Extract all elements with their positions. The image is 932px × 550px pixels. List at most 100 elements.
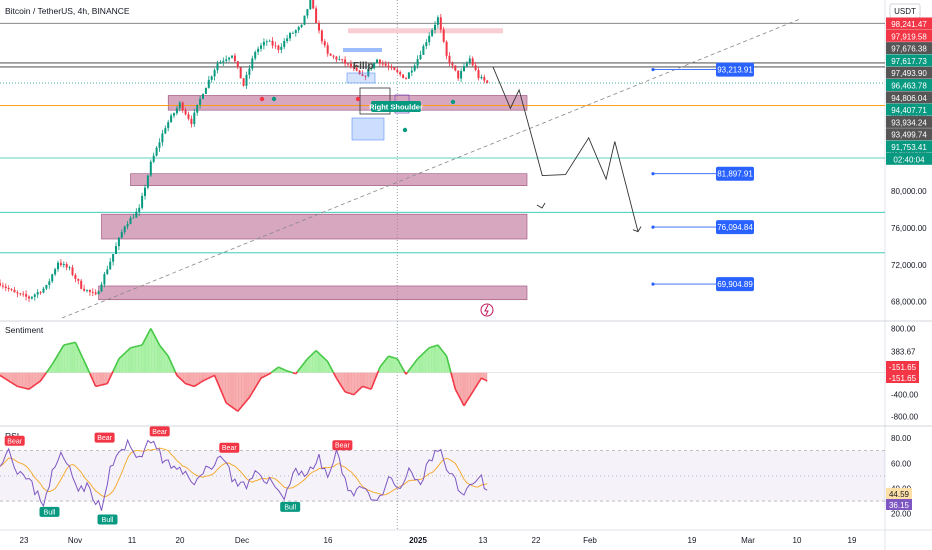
sentiment-fill: [481, 372, 483, 379]
projection-arrow: [536, 202, 546, 209]
candle-body: [445, 41, 448, 56]
sentiment-fill: [24, 372, 27, 389]
sentiment-line: [257, 380, 261, 384]
sentiment-fill: [249, 372, 251, 398]
sentiment-fill: [475, 372, 478, 388]
sentiment-line: [240, 405, 243, 409]
sentiment-line: [263, 375, 266, 378]
price-axis-label-bg: [886, 140, 932, 153]
sentiment-fill: [166, 354, 169, 373]
sentiment-line: [312, 351, 316, 354]
candle-body: [268, 40, 271, 42]
sentiment-line: [398, 361, 401, 365]
candle-body: [387, 65, 390, 68]
sentiment-line: [325, 359, 329, 363]
sentiment-fill: [443, 352, 446, 373]
sentiment-line: [79, 351, 82, 356]
sentiment-line: [260, 376, 263, 379]
candle-body: [167, 122, 170, 129]
sentiment-line: [374, 374, 378, 379]
sentiment-line: [61, 344, 65, 348]
sentiment-tick: 800.00: [891, 325, 916, 334]
sentiment-fill: [421, 353, 424, 373]
sentiment-line: [39, 378, 43, 382]
candle-body: [390, 67, 393, 68]
candle-body: [141, 195, 144, 208]
price-axis-label: 93,499.74: [891, 131, 927, 140]
candle-body: [97, 291, 100, 295]
sentiment-fill: [485, 372, 488, 381]
sentiment-line: [399, 363, 403, 367]
price-axis-label-bg: [886, 17, 932, 30]
sentiment-line: [457, 394, 461, 398]
candle-body: [4, 286, 7, 289]
sentiment-fill: [160, 346, 163, 373]
candle-body: [28, 296, 30, 299]
candle-body: [454, 65, 457, 71]
sentiment-fill: [197, 372, 199, 385]
price-axis-label-bg: [886, 152, 932, 165]
price-tick: 72,000.00: [891, 261, 927, 270]
candle-body: [71, 267, 74, 275]
candle-body: [463, 66, 465, 72]
sentiment-line: [198, 382, 201, 385]
sentiment-fill: [121, 354, 124, 373]
signal-dot: [355, 96, 361, 102]
sentiment-fill: [390, 356, 392, 373]
candle-body: [0, 283, 1, 286]
sentiment-line: [74, 341, 78, 346]
candle-body: [1, 285, 4, 287]
sentiment-line: [14, 383, 17, 387]
price-axis-label: 97,617.73: [891, 57, 927, 66]
sentiment-fill: [198, 372, 201, 384]
sentiment-fill: [226, 372, 228, 404]
sentiment-line: [11, 382, 14, 385]
time-tick: Feb: [583, 536, 597, 545]
sentiment-line: [47, 368, 50, 372]
lightning-icon: [480, 303, 494, 317]
candle-body: [286, 38, 289, 42]
target-anchor: [651, 67, 655, 72]
sentiment-line: [329, 366, 333, 371]
sentiment-line: [441, 350, 445, 353]
sentiment-fill: [394, 357, 396, 373]
candle-body: [62, 264, 65, 266]
sentiment-line: [425, 348, 429, 352]
sentiment-fill: [14, 372, 16, 386]
candle-body: [187, 114, 190, 119]
sentiment-line: [276, 366, 279, 369]
price-axis-label: 97,493.90: [891, 69, 927, 78]
sentiment-line: [279, 367, 282, 370]
sentiment-line: [275, 367, 278, 370]
sentiment-fill: [127, 349, 130, 373]
candle-body: [262, 41, 265, 46]
target-label-bg: [716, 166, 754, 181]
sentiment-line: [241, 403, 245, 407]
sentiment-line: [207, 377, 210, 380]
sentiment-line: [106, 380, 110, 384]
candle-body: [204, 87, 207, 94]
sentiment-fill: [305, 358, 308, 373]
sentiment-line: [379, 364, 382, 368]
candle-body: [115, 246, 117, 254]
candle-body: [158, 142, 161, 148]
candle-body: [335, 56, 338, 60]
sentiment-fill: [355, 372, 357, 394]
sentiment-fill: [417, 357, 420, 373]
sentiment-line: [424, 349, 427, 353]
sentiment-line: [80, 354, 84, 359]
sentiment-fill: [382, 361, 385, 373]
sentiment-line: [144, 336, 148, 340]
sentiment-fill: [101, 372, 103, 386]
candle-body: [193, 112, 196, 125]
sentiment-fill: [205, 372, 208, 380]
sentiment-fill: [314, 350, 317, 373]
sentiment-line: [479, 377, 483, 381]
sentiment-line: [326, 361, 330, 365]
candle-body: [10, 289, 13, 290]
signal-label-bg: [149, 426, 170, 437]
sentiment-fill: [39, 372, 41, 382]
right-shoulder-label-bg: [371, 101, 421, 112]
price-axis-label: 97,676.38: [891, 45, 927, 54]
